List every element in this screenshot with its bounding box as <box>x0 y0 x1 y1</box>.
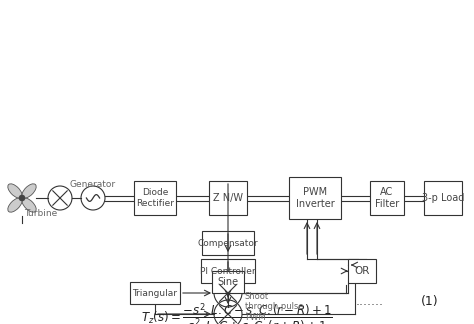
Text: PI Controller: PI Controller <box>200 267 256 275</box>
Bar <box>424 181 462 215</box>
Ellipse shape <box>8 184 22 198</box>
Bar <box>370 181 404 215</box>
Text: Z N/W: Z N/W <box>213 193 243 203</box>
Text: $T_z(s) = \dfrac{-s^2.L.C-s.C.(r-R)+1}{s^2.L.C+s.C.(r+R)+1}$: $T_z(s) = \dfrac{-s^2.L.C-s.C.(r-R)+1}{s… <box>141 302 333 324</box>
Bar <box>134 181 176 215</box>
Text: Compensator: Compensator <box>198 238 258 248</box>
Text: (1): (1) <box>421 295 439 308</box>
Bar <box>130 282 180 304</box>
Text: Sine: Sine <box>218 277 238 287</box>
Bar <box>348 259 376 283</box>
Circle shape <box>19 195 25 201</box>
Bar <box>209 181 247 215</box>
Text: PWM
Inverter: PWM Inverter <box>296 187 334 209</box>
Text: OR: OR <box>354 266 370 276</box>
Text: PWM
pulse: PWM pulse <box>245 313 268 324</box>
Text: Triangular: Triangular <box>133 288 177 297</box>
Text: 3-p Load: 3-p Load <box>422 193 464 203</box>
Bar <box>201 259 255 283</box>
Text: .......: ....... <box>356 295 384 308</box>
Text: Turbine: Turbine <box>24 209 57 218</box>
Ellipse shape <box>22 184 36 198</box>
Text: Diode
Rectifier: Diode Rectifier <box>136 188 174 208</box>
Ellipse shape <box>22 198 36 212</box>
Text: Shoot
through pulse: Shoot through pulse <box>245 292 304 311</box>
Bar <box>289 177 341 219</box>
Bar <box>212 271 244 293</box>
Ellipse shape <box>8 198 22 212</box>
Text: AC
Filter: AC Filter <box>375 187 399 209</box>
Bar <box>202 231 254 255</box>
Text: Generator: Generator <box>70 180 116 189</box>
